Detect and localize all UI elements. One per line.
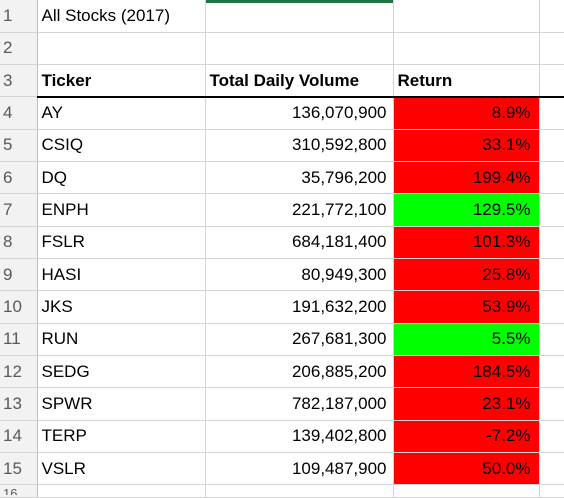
row-number[interactable]: 15 (0, 452, 38, 486)
table-row: 10 JKS 191,632,200 53.9% (0, 290, 564, 324)
return-cell[interactable]: 33.1% (393, 129, 540, 163)
ticker-cell[interactable]: RUN (37, 323, 206, 357)
row-number-label: 16 (3, 487, 18, 496)
return-cell[interactable]: 50.0% (393, 452, 540, 486)
row-number[interactable]: 8 (0, 226, 38, 260)
empty-cell[interactable] (539, 226, 564, 260)
empty-cell[interactable] (539, 258, 564, 292)
empty-cell[interactable] (539, 193, 564, 227)
ticker-cell[interactable]: SPWR (37, 387, 206, 421)
empty-cell[interactable] (539, 387, 564, 421)
return-cell[interactable]: 25.8% (393, 258, 540, 292)
row-number[interactable]: 1 (0, 0, 38, 33)
return-cell[interactable]: 53.9% (393, 290, 540, 324)
table-row: 6 DQ 35,796,200 199.4% (0, 161, 564, 195)
table-row: 9 HASI 80,949,300 25.8% (0, 258, 564, 292)
table-row: 13 SPWR 782,187,000 23.1% (0, 387, 564, 421)
row-number[interactable]: 4 (0, 96, 38, 130)
table-row: 15 VSLR 109,487,900 50.0% (0, 452, 564, 486)
empty-cell[interactable] (393, 484, 540, 498)
empty-cell[interactable] (539, 420, 564, 454)
header-return[interactable]: Return (393, 64, 540, 98)
return-cell[interactable]: 199.4% (393, 161, 540, 195)
return-cell[interactable]: 129.5% (393, 193, 540, 227)
return-cell[interactable]: 23.1% (393, 387, 540, 421)
row-number[interactable]: 14 (0, 420, 38, 454)
cell-b1[interactable] (205, 0, 394, 33)
row-2: 2 (0, 32, 564, 66)
table-row: 4 AY 136,070,900 8.9% (0, 96, 564, 130)
volume-cell[interactable]: 139,402,800 (205, 420, 394, 454)
cell-c1[interactable] (393, 0, 540, 33)
ticker-cell[interactable]: DQ (37, 161, 206, 195)
ticker-cell[interactable]: VSLR (37, 452, 206, 486)
return-cell[interactable]: 184.5% (393, 355, 540, 389)
empty-cell[interactable] (539, 484, 564, 498)
return-cell[interactable]: 101.3% (393, 226, 540, 260)
return-cell[interactable]: -7.2% (393, 420, 540, 454)
table-row: 7 ENPH 221,772,100 129.5% (0, 193, 564, 227)
header-total-daily-volume[interactable]: Total Daily Volume (205, 64, 394, 98)
row-number[interactable]: 10 (0, 290, 38, 324)
ticker-cell[interactable]: HASI (37, 258, 206, 292)
volume-cell[interactable]: 221,772,100 (205, 193, 394, 227)
volume-cell[interactable]: 136,070,900 (205, 96, 394, 130)
table-row: 11 RUN 267,681,300 5.5% (0, 323, 564, 357)
return-cell[interactable]: 8.9% (393, 96, 540, 130)
empty-cell[interactable] (205, 484, 394, 498)
row-number[interactable]: 6 (0, 161, 38, 195)
volume-cell[interactable]: 191,632,200 (205, 290, 394, 324)
row-number[interactable]: 16 (0, 484, 38, 498)
volume-cell[interactable]: 684,181,400 (205, 226, 394, 260)
volume-cell[interactable]: 267,681,300 (205, 323, 394, 357)
row-number[interactable]: 13 (0, 387, 38, 421)
header-ticker[interactable]: Ticker (37, 64, 206, 98)
row-number[interactable]: 2 (0, 32, 38, 66)
ticker-cell[interactable]: CSIQ (37, 129, 206, 163)
cell-c2[interactable] (393, 32, 540, 66)
volume-cell[interactable]: 109,487,900 (205, 452, 394, 486)
table-row: 14 TERP 139,402,800 -7.2% (0, 420, 564, 454)
ticker-cell[interactable]: AY (37, 96, 206, 130)
cell-d3[interactable] (539, 64, 564, 98)
volume-cell[interactable]: 35,796,200 (205, 161, 394, 195)
empty-cell[interactable] (37, 484, 206, 498)
empty-cell[interactable] (539, 161, 564, 195)
volume-cell[interactable]: 80,949,300 (205, 258, 394, 292)
row-number[interactable]: 3 (0, 64, 38, 98)
empty-cell[interactable] (539, 452, 564, 486)
row-3-headers: 3 Ticker Total Daily Volume Return (0, 64, 564, 98)
volume-cell[interactable]: 310,592,800 (205, 129, 394, 163)
table-row: 8 FSLR 684,181,400 101.3% (0, 226, 564, 260)
row-number[interactable]: 12 (0, 355, 38, 389)
cell-a1-title[interactable]: All Stocks (2017) (37, 0, 206, 33)
table-row: 5 CSIQ 310,592,800 33.1% (0, 129, 564, 163)
row-number[interactable]: 11 (0, 323, 38, 357)
volume-cell[interactable]: 782,187,000 (205, 387, 394, 421)
row-number[interactable]: 9 (0, 258, 38, 292)
cell-d2[interactable] (539, 32, 564, 66)
ticker-cell[interactable]: ENPH (37, 193, 206, 227)
ticker-cell[interactable]: SEDG (37, 355, 206, 389)
table-row: 12 SEDG 206,885,200 184.5% (0, 355, 564, 389)
return-cell[interactable]: 5.5% (393, 323, 540, 357)
cell-d1[interactable] (539, 0, 564, 33)
empty-cell[interactable] (539, 323, 564, 357)
empty-cell[interactable] (539, 355, 564, 389)
volume-cell[interactable]: 206,885,200 (205, 355, 394, 389)
row-1: 1 All Stocks (2017) (0, 0, 564, 33)
empty-cell[interactable] (539, 290, 564, 324)
row-number[interactable]: 7 (0, 193, 38, 227)
cell-b2[interactable] (205, 32, 394, 66)
ticker-cell[interactable]: JKS (37, 290, 206, 324)
row-number[interactable]: 5 (0, 129, 38, 163)
cell-a2[interactable] (37, 32, 206, 66)
ticker-cell[interactable]: TERP (37, 420, 206, 454)
empty-cell[interactable] (539, 129, 564, 163)
empty-cell[interactable] (539, 96, 564, 130)
ticker-cell[interactable]: FSLR (37, 226, 206, 260)
row-16-partial: 16 (0, 484, 564, 498)
